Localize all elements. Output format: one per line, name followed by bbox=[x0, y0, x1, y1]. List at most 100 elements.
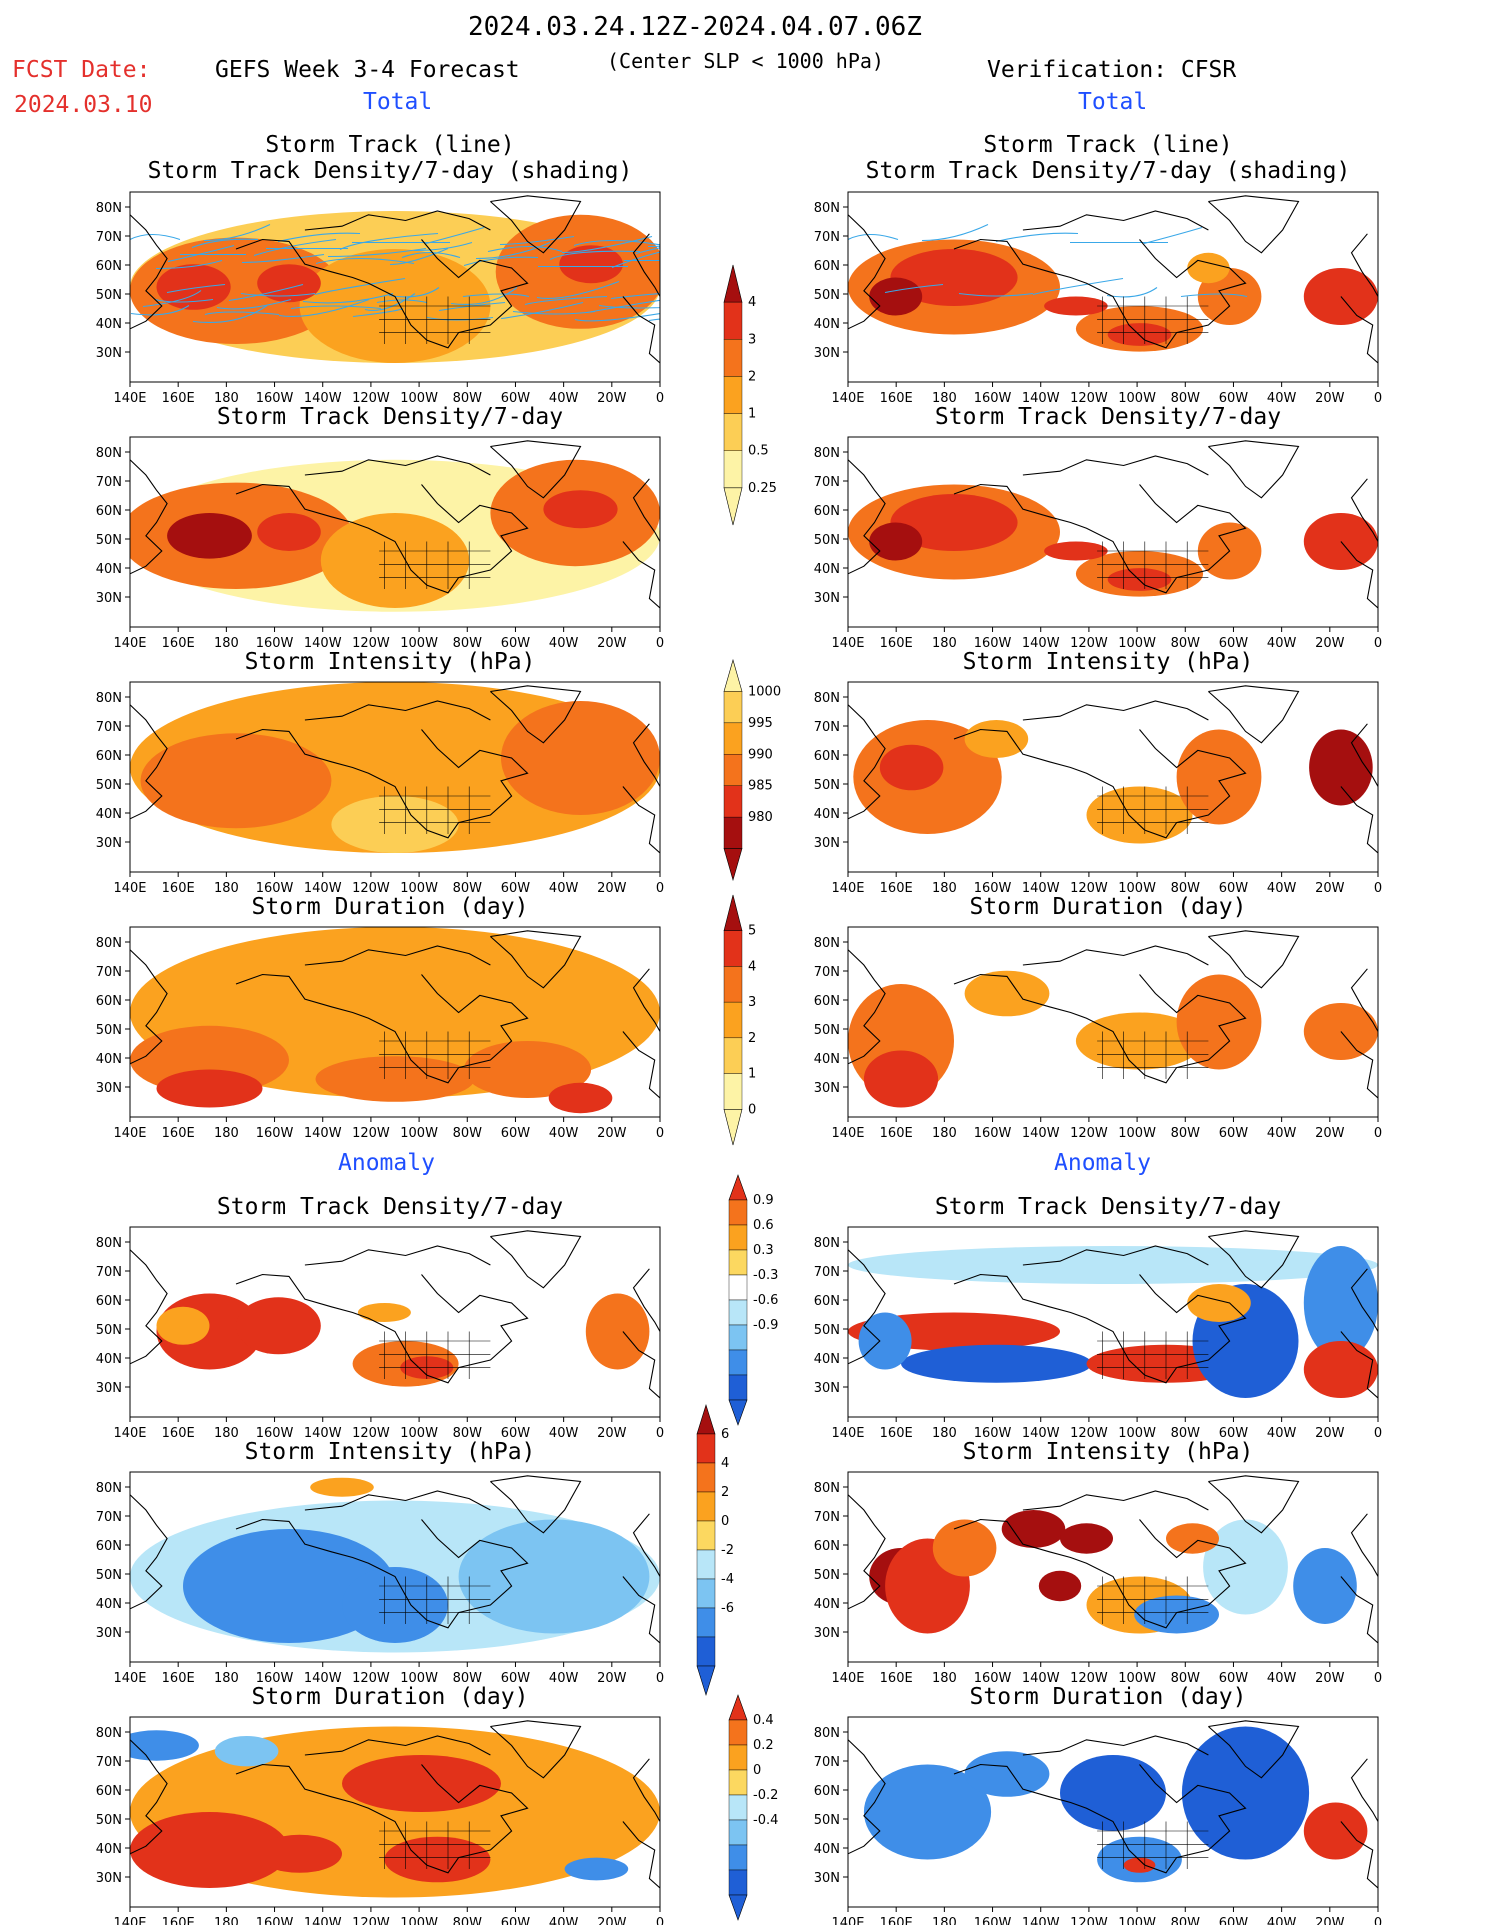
colorbar-label: 5 bbox=[748, 924, 756, 939]
title-density-right: Storm Track Density/7-day bbox=[934, 404, 1282, 430]
lon-tick-label: 160W bbox=[256, 1916, 294, 1925]
lat-tick-label: 60N bbox=[96, 259, 122, 274]
colorbar-label: 2 bbox=[748, 369, 756, 384]
colorbar-label: 4 bbox=[748, 295, 756, 310]
lon-tick-label: 160W bbox=[256, 1426, 294, 1441]
lat-tick-label: 30N bbox=[96, 1081, 122, 1096]
lon-tick-label: 40W bbox=[1267, 1426, 1297, 1441]
lon-tick-label: 180 bbox=[214, 636, 239, 651]
lon-tick-label: 140W bbox=[304, 1426, 342, 1441]
lat-tick-label: 80N bbox=[814, 446, 840, 461]
lon-tick-label: 40W bbox=[1267, 391, 1297, 406]
lon-tick-label: 140W bbox=[1022, 1671, 1060, 1686]
lat-tick-label: 30N bbox=[814, 1381, 840, 1396]
map-panel-intensity-anom-cfsr: 140E 160E 180 160W 140W 120W 100W 80W 60W 40W 20W 0… bbox=[814, 1471, 1382, 1686]
lat-tick-label: 60N bbox=[96, 1294, 122, 1309]
colorbar-label: 0.6 bbox=[753, 1218, 774, 1233]
lon-tick-label: 140W bbox=[1022, 1426, 1060, 1441]
lon-tick-label: 100W bbox=[400, 1426, 438, 1441]
lon-tick-label: 160E bbox=[162, 391, 195, 406]
lat-tick-label: 60N bbox=[814, 994, 840, 1009]
lon-tick-label: 20W bbox=[1315, 881, 1345, 896]
lon-tick-label: 0 bbox=[1374, 1671, 1382, 1686]
colorbar-label: 1 bbox=[748, 407, 756, 422]
lon-tick-label: 160W bbox=[974, 636, 1012, 651]
lat-tick-label: 50N bbox=[814, 1813, 840, 1828]
colorbar-label: -0.3 bbox=[753, 1268, 778, 1283]
lat-tick-label: 40N bbox=[814, 562, 840, 577]
lon-tick-label: 180 bbox=[932, 1126, 957, 1141]
lat-tick-label: 30N bbox=[96, 836, 122, 851]
lon-tick-label: 60W bbox=[501, 1916, 531, 1925]
colorbar-label: 0.4 bbox=[753, 1713, 774, 1728]
lon-tick-label: 60W bbox=[1219, 391, 1249, 406]
lat-tick-label: 50N bbox=[96, 1568, 122, 1583]
lat-tick-label: 60N bbox=[814, 504, 840, 519]
lat-tick-label: 80N bbox=[96, 1481, 122, 1496]
lon-tick-label: 160E bbox=[162, 1916, 195, 1925]
lat-tick-label: 40N bbox=[96, 1352, 122, 1367]
lon-tick-label: 80W bbox=[1171, 1671, 1201, 1686]
colorbar-label: 985 bbox=[748, 779, 773, 794]
colorbar-intensity-anom: 6 4 2 0 -2 -4 -6 bbox=[696, 1403, 734, 1697]
lon-tick-label: 40W bbox=[1267, 1126, 1297, 1141]
lon-tick-label: 160W bbox=[256, 1671, 294, 1686]
lat-tick-label: 60N bbox=[814, 259, 840, 274]
lon-tick-label: 100W bbox=[400, 1126, 438, 1141]
lat-tick-label: 80N bbox=[814, 1236, 840, 1251]
lat-tick-label: 50N bbox=[96, 1813, 122, 1828]
lat-tick-label: 80N bbox=[96, 446, 122, 461]
lat-tick-label: 50N bbox=[814, 1568, 840, 1583]
lat-tick-label: 50N bbox=[814, 1023, 840, 1038]
colorbar-label: 2 bbox=[721, 1485, 729, 1500]
lon-tick-label: 100W bbox=[1118, 1916, 1156, 1925]
lon-tick-label: 140E bbox=[113, 1126, 146, 1141]
lon-tick-label: 180 bbox=[214, 1126, 239, 1141]
colorbar-label: 6 bbox=[721, 1427, 729, 1442]
lon-tick-label: 160W bbox=[974, 1671, 1012, 1686]
lat-tick-label: 40N bbox=[814, 1052, 840, 1067]
colorbar-label: -2 bbox=[721, 1543, 734, 1558]
lat-tick-label: 50N bbox=[96, 533, 122, 548]
lon-tick-label: 140E bbox=[831, 1671, 864, 1686]
lon-tick-label: 100W bbox=[400, 1916, 438, 1925]
lon-tick-label: 120W bbox=[1070, 1426, 1108, 1441]
colorbar-label: 0.5 bbox=[748, 444, 769, 459]
lon-tick-label: 80W bbox=[453, 1126, 483, 1141]
lat-tick-label: 70N bbox=[96, 720, 122, 735]
lat-tick-label: 30N bbox=[96, 1626, 122, 1641]
lon-tick-label: 20W bbox=[1315, 1671, 1345, 1686]
lon-tick-label: 160W bbox=[974, 391, 1012, 406]
lat-tick-label: 30N bbox=[96, 591, 122, 606]
lon-tick-label: 180 bbox=[214, 391, 239, 406]
anomaly-label-right: Anomaly bbox=[1054, 1150, 1151, 1176]
lon-tick-label: 120W bbox=[1070, 636, 1108, 651]
map-panel-intensity-gefs: 140E 160E 180 160W 140W 120W 100W 80W 60W 40W 20W 0… bbox=[96, 681, 664, 896]
lat-tick-label: 50N bbox=[814, 1323, 840, 1338]
lon-tick-label: 20W bbox=[1315, 1426, 1345, 1441]
lat-tick-label: 30N bbox=[814, 1626, 840, 1641]
colorbar-label: 0.2 bbox=[753, 1738, 774, 1753]
lat-tick-label: 40N bbox=[96, 1842, 122, 1857]
colorbar-label: -0.4 bbox=[753, 1813, 778, 1828]
lon-tick-label: 40W bbox=[1267, 1671, 1297, 1686]
lon-tick-label: 0 bbox=[1374, 391, 1382, 406]
lon-tick-label: 140E bbox=[831, 1916, 864, 1925]
lon-tick-label: 140E bbox=[831, 881, 864, 896]
lat-tick-label: 70N bbox=[96, 1510, 122, 1525]
title-track-line-left: Storm Track (line) bbox=[265, 132, 515, 158]
title-track-shading-right: Storm Track Density/7-day (shading) bbox=[865, 158, 1351, 184]
lat-tick-label: 70N bbox=[814, 1265, 840, 1280]
lat-tick-label: 60N bbox=[96, 994, 122, 1009]
lon-tick-label: 40W bbox=[1267, 881, 1297, 896]
lon-tick-label: 180 bbox=[214, 1671, 239, 1686]
lon-tick-label: 160E bbox=[880, 1916, 913, 1925]
title-duration-anom-left: Storm Duration (day) bbox=[251, 1684, 529, 1710]
lon-tick-label: 160W bbox=[974, 1426, 1012, 1441]
lon-tick-label: 160E bbox=[880, 1426, 913, 1441]
lon-tick-label: 60W bbox=[501, 1426, 531, 1441]
lon-tick-label: 160W bbox=[256, 636, 294, 651]
colorbar-label: 0.9 bbox=[753, 1193, 774, 1208]
lon-tick-label: 0 bbox=[656, 1671, 664, 1686]
